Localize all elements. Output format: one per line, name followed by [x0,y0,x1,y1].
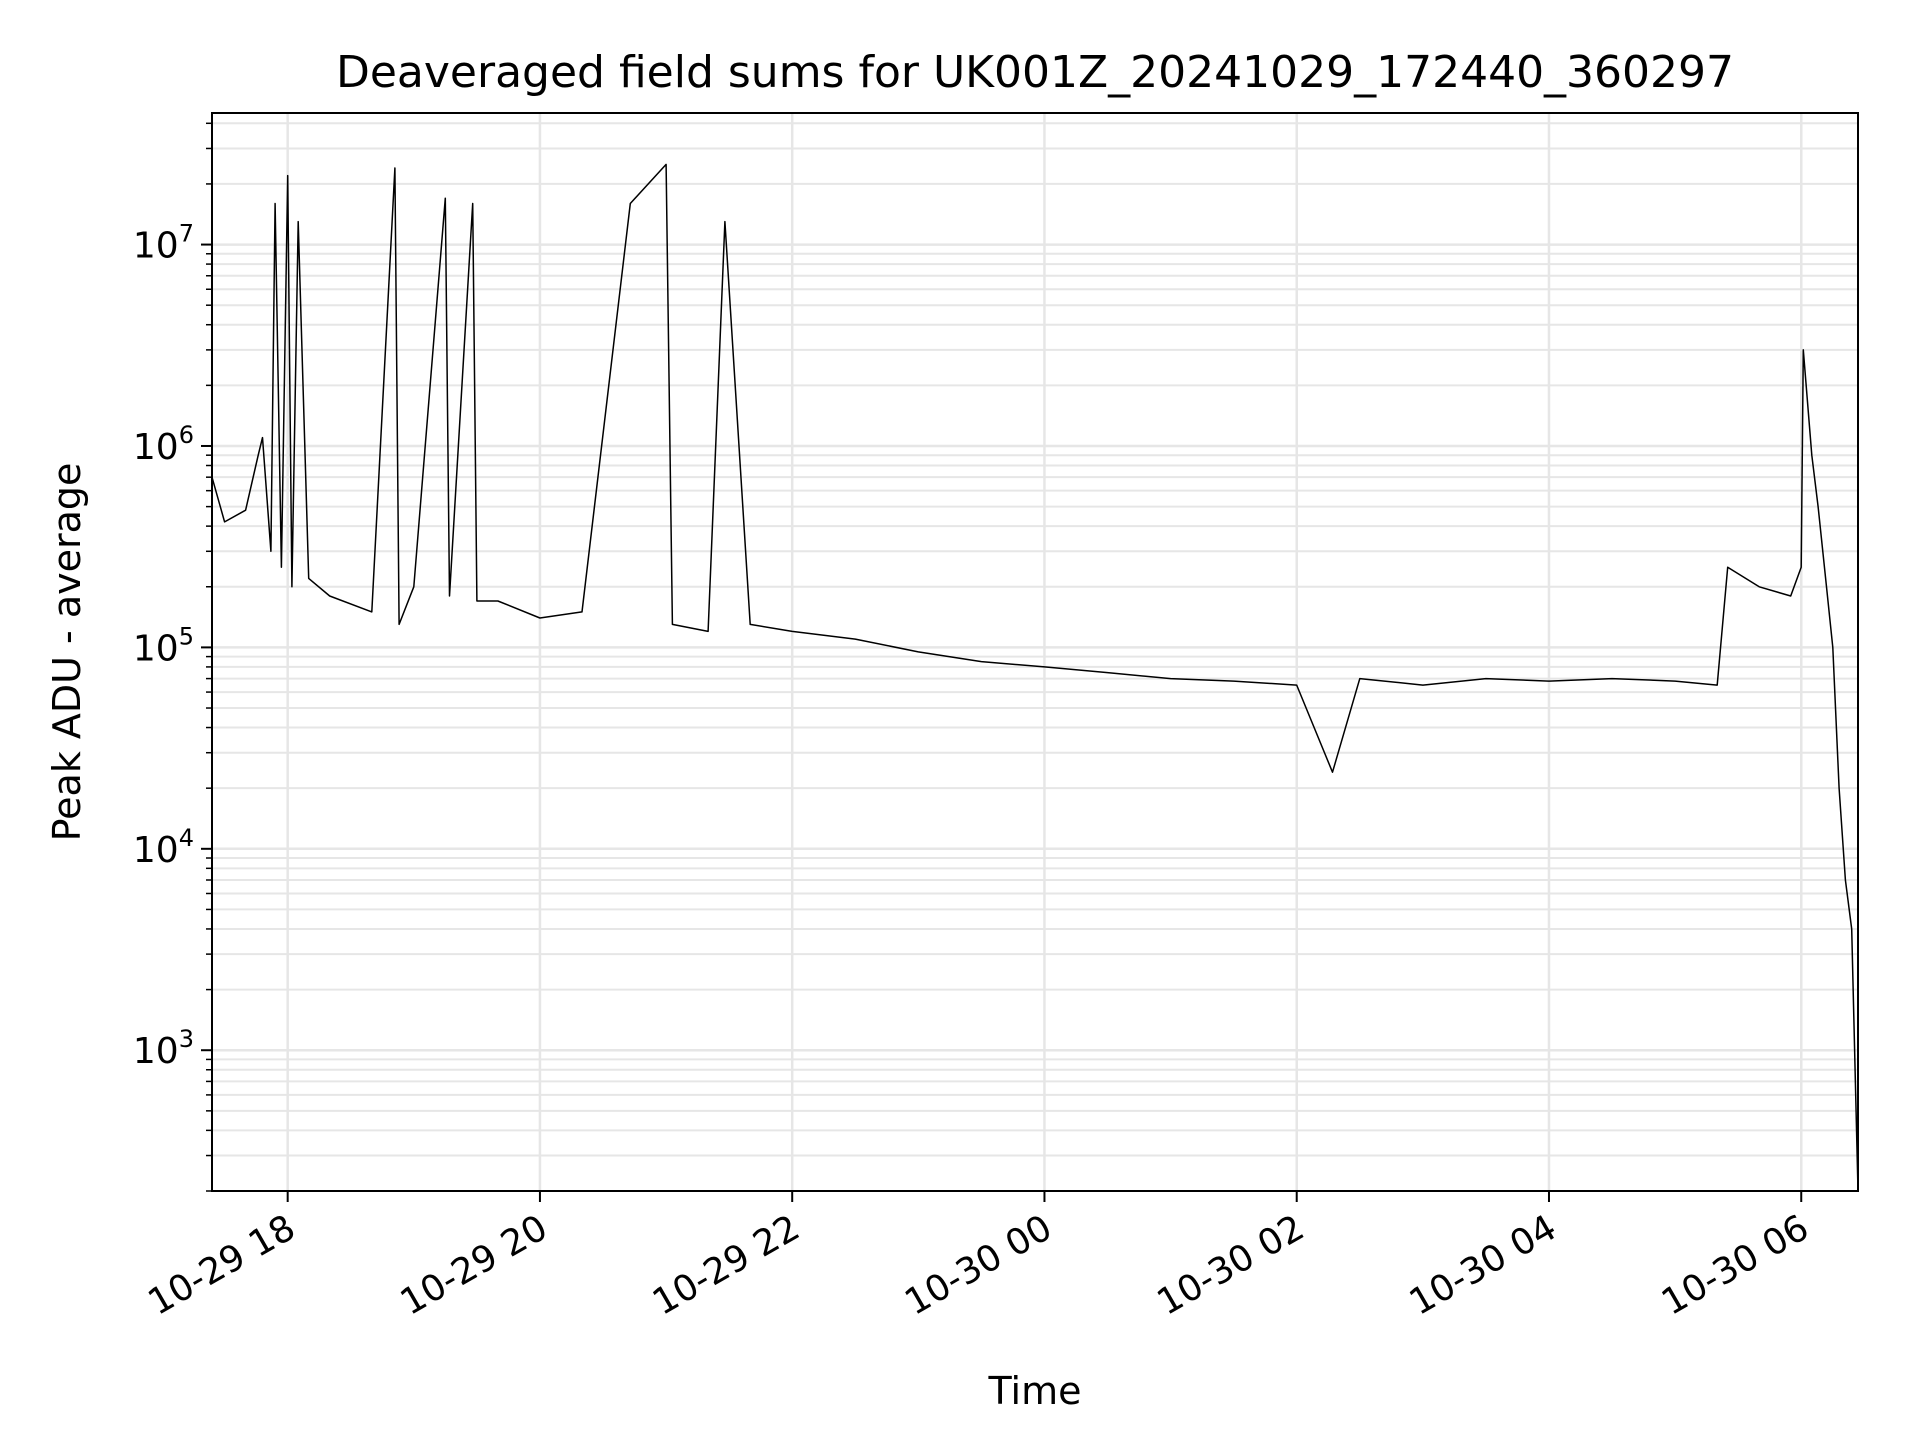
series-line [211,163,1859,1192]
y-axis: 103 104 105 106 107 [133,122,212,1192]
series-layer [211,163,1859,1192]
chart-title: Deaveraged field sums for UK001Z_2024102… [336,47,1734,98]
y-tick-label: 103 [133,1025,194,1072]
y-tick-label: 106 [133,421,194,468]
grid [212,113,1858,1192]
y-tick-label: 107 [133,220,194,267]
plot-frame [211,112,1859,1192]
y-tick-label: 105 [133,622,194,669]
y-axis-label: Peak ADU - average [45,463,89,842]
x-axis-label: Time [988,1369,1082,1413]
y-tick-label: 104 [133,824,194,871]
